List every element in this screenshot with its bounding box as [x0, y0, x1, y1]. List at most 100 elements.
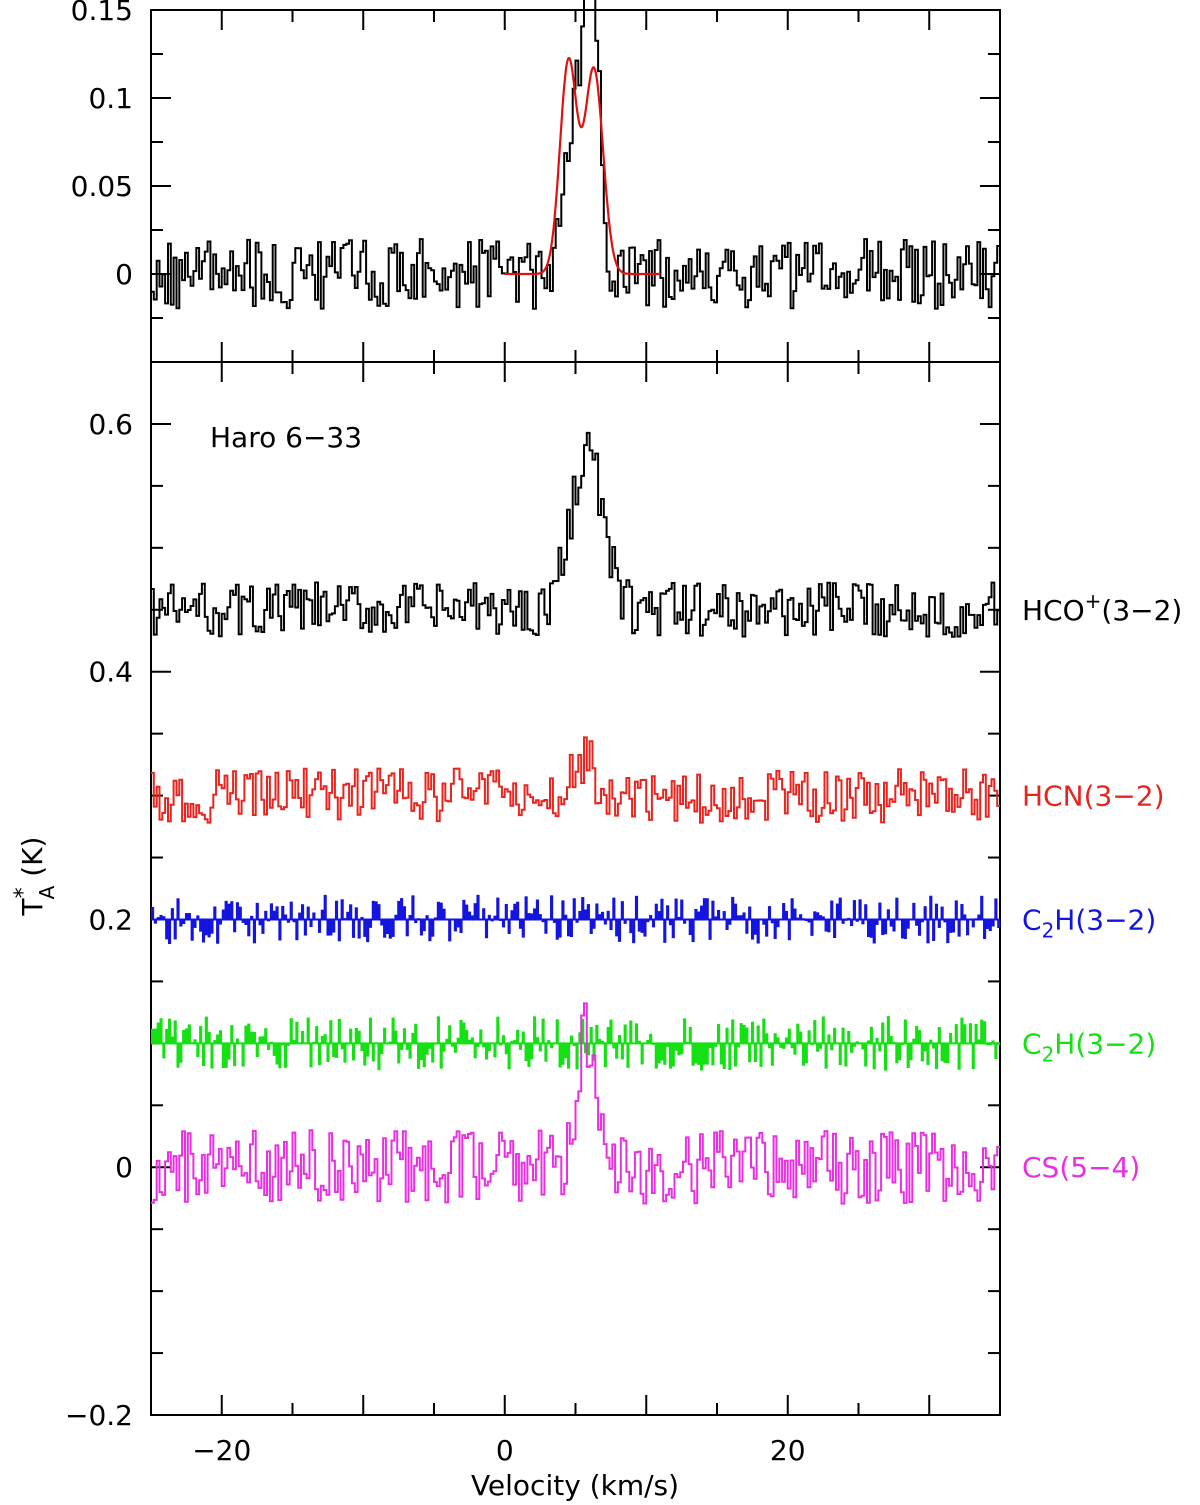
spectrum-bar [915, 919, 919, 926]
top-panel-plot [151, 0, 1000, 310]
spectrum-bar [462, 899, 466, 920]
spectrum-bar [612, 1043, 616, 1049]
spectrum-bar [974, 1023, 978, 1044]
spectrum-bar [182, 919, 186, 925]
spectrum-bar [281, 905, 285, 920]
spectrum-bar [900, 919, 905, 939]
spectrum-bar [456, 1037, 460, 1044]
spectrum-bar [946, 1043, 950, 1064]
spectrum-bar [770, 919, 774, 924]
spectrum-bar [167, 1018, 172, 1044]
spectrum-bar [971, 1043, 975, 1070]
spectrum-bar [595, 1024, 599, 1044]
spectrum-bar [371, 1043, 375, 1062]
spectrum-bar [997, 1043, 1001, 1045]
spectrum-bar [199, 919, 203, 932]
spectrum-bar [784, 1037, 789, 1044]
spectrum-bar [688, 919, 692, 936]
spectrum-bar [501, 1035, 506, 1044]
spectrum-bar [680, 1043, 684, 1055]
spectrum-bar [943, 1043, 947, 1063]
spectrum-bar [473, 903, 477, 920]
spectrum-bar [238, 906, 242, 920]
spectrum-bar [629, 919, 633, 934]
spectrum-bar [504, 1043, 508, 1055]
spectrum-bar [988, 1043, 992, 1046]
spectrum-bar [184, 913, 189, 920]
spectrum-bar [869, 919, 873, 938]
spectrum-bar [332, 919, 336, 933]
spectrum-bar [957, 919, 961, 937]
spectrum-bar [550, 895, 554, 920]
spectrum-bar [221, 1043, 225, 1068]
spectrum-bar [770, 1043, 774, 1066]
spectrum-bar [660, 898, 664, 920]
bottom-panel-frame [150, 361, 1001, 1416]
spectrum-bar [504, 903, 508, 920]
spectrum-bar [578, 910, 582, 920]
spectrum-bar [272, 910, 276, 920]
spectrum-bar [173, 1020, 177, 1044]
spectrum-bar [606, 1026, 610, 1044]
spectrum-bar [541, 1018, 545, 1044]
spectrum-bar [411, 895, 415, 920]
spectrum-bar [394, 914, 398, 920]
spectrum-bar [405, 1043, 409, 1050]
spectrum-bar [340, 1043, 344, 1050]
spectrum-bar [697, 911, 701, 920]
spectrum-bar [804, 1043, 808, 1064]
spectrum-bar [275, 906, 279, 920]
spectrum-bar [312, 912, 316, 920]
spectrum-bar [151, 1028, 155, 1044]
spectrum-bar [626, 918, 630, 920]
spectrum-bar [434, 917, 438, 920]
spectrum-bar [250, 915, 254, 920]
spectrum-bar [487, 914, 491, 920]
spectrum-bar [600, 911, 605, 920]
spectrum-bar [303, 919, 307, 936]
spectrum-bar [583, 1043, 588, 1054]
spectrum-bar [156, 917, 160, 920]
spectrum-bar [951, 1043, 956, 1045]
spectrum-bar [173, 919, 177, 940]
spectrum-bar [357, 1030, 361, 1044]
spectrum-bar [337, 1018, 341, 1044]
spectrum-bar [847, 1030, 851, 1044]
spectrum-bar [977, 914, 981, 920]
spectrum-bar [340, 899, 344, 920]
spectrum-bar [388, 1041, 392, 1044]
spectrum-bar [371, 900, 375, 920]
spectrum-bar [482, 1043, 486, 1048]
spectrum-bar [909, 1043, 913, 1061]
x-tick-label: −20 [192, 1434, 251, 1467]
spectrum-bar [233, 1043, 237, 1067]
spectrum-bar [651, 919, 656, 928]
spectrum-bar [476, 1043, 480, 1047]
spectrum-bar [694, 1043, 698, 1064]
spectrum-bar [742, 1024, 746, 1044]
spectrum-bar [612, 897, 616, 920]
spectrum-bar [317, 919, 322, 933]
spectrum-bar [855, 1041, 859, 1044]
spectrum-bar [683, 919, 687, 924]
spectrum-bar [983, 1021, 987, 1044]
series-labels: HCO+(3−2) HCN(3−2) C2H(3−2) C2H(3−2) CS(5−4) [1022, 589, 1182, 1184]
spectrum-bar [513, 1039, 517, 1044]
spectrum-bar [442, 1043, 446, 1052]
spectrum-4 [151, 1002, 1000, 1205]
spectrum-bar [700, 905, 704, 920]
spectrum-bar [255, 902, 259, 920]
spectrum-bar [997, 919, 1001, 929]
spectrum-bar [176, 1043, 180, 1068]
spectrum-bar [281, 1043, 285, 1046]
spectrum-bar [459, 919, 463, 934]
spectrum-bar [343, 1043, 347, 1063]
spectrum-bar [165, 919, 169, 940]
spectrum-bar [213, 1040, 217, 1044]
spectrum-bar [782, 903, 786, 920]
spectrum-bar [649, 1033, 653, 1044]
spectrum-bar [383, 1027, 387, 1044]
spectrum-bar [357, 919, 361, 939]
spectrum-bar [187, 1024, 191, 1044]
